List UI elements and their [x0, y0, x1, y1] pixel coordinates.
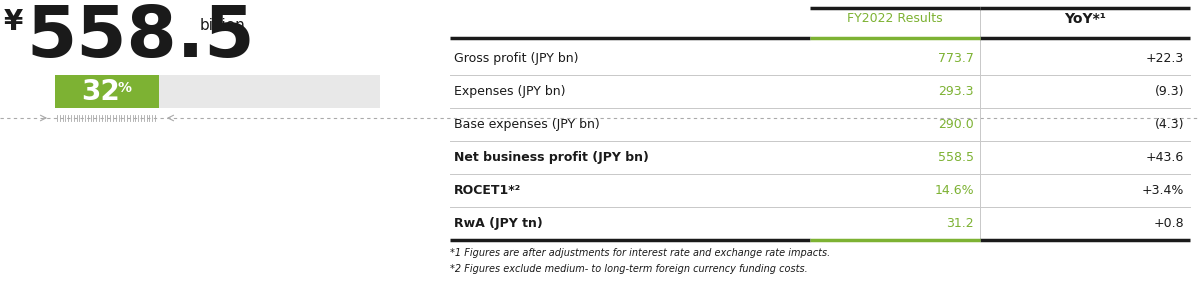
Text: Net business profit (JPY bn): Net business profit (JPY bn) [454, 151, 649, 164]
Text: Gross profit (JPY bn): Gross profit (JPY bn) [454, 52, 578, 65]
Text: Base expenses (JPY bn): Base expenses (JPY bn) [454, 118, 600, 131]
Text: 14.6%: 14.6% [935, 184, 974, 197]
Text: ROCET1*²: ROCET1*² [454, 184, 521, 197]
Text: billion: billion [200, 18, 246, 33]
Text: Expenses (JPY bn): Expenses (JPY bn) [454, 85, 565, 98]
Bar [55, 75, 380, 108]
Text: +3.4%: +3.4% [1141, 184, 1184, 197]
Bar [55, 75, 158, 108]
Text: *2 Figures exclude medium- to long-term foreign currency funding costs.: *2 Figures exclude medium- to long-term … [450, 264, 808, 274]
Text: FY2022 Results: FY2022 Results [847, 12, 943, 25]
Text: 558.5: 558.5 [26, 3, 254, 72]
Text: YoY*¹: YoY*¹ [1064, 12, 1106, 26]
Text: +22.3: +22.3 [1146, 52, 1184, 65]
Text: *1 Figures are after adjustments for interest rate and exchange rate impacts.: *1 Figures are after adjustments for int… [450, 248, 830, 258]
Text: 290.0: 290.0 [938, 118, 974, 131]
Text: 773.7: 773.7 [938, 52, 974, 65]
Text: 31.2: 31.2 [947, 217, 974, 230]
Text: 32: 32 [82, 78, 120, 106]
Text: 558.5: 558.5 [938, 151, 974, 164]
Text: (4.3): (4.3) [1154, 118, 1184, 131]
Text: 293.3: 293.3 [938, 85, 974, 98]
Text: %: % [118, 80, 132, 95]
Text: ¥: ¥ [4, 8, 23, 36]
Text: +43.6: +43.6 [1146, 151, 1184, 164]
Text: (9.3): (9.3) [1154, 85, 1184, 98]
Text: +0.8: +0.8 [1153, 217, 1184, 230]
Text: RwA (JPY tn): RwA (JPY tn) [454, 217, 542, 230]
